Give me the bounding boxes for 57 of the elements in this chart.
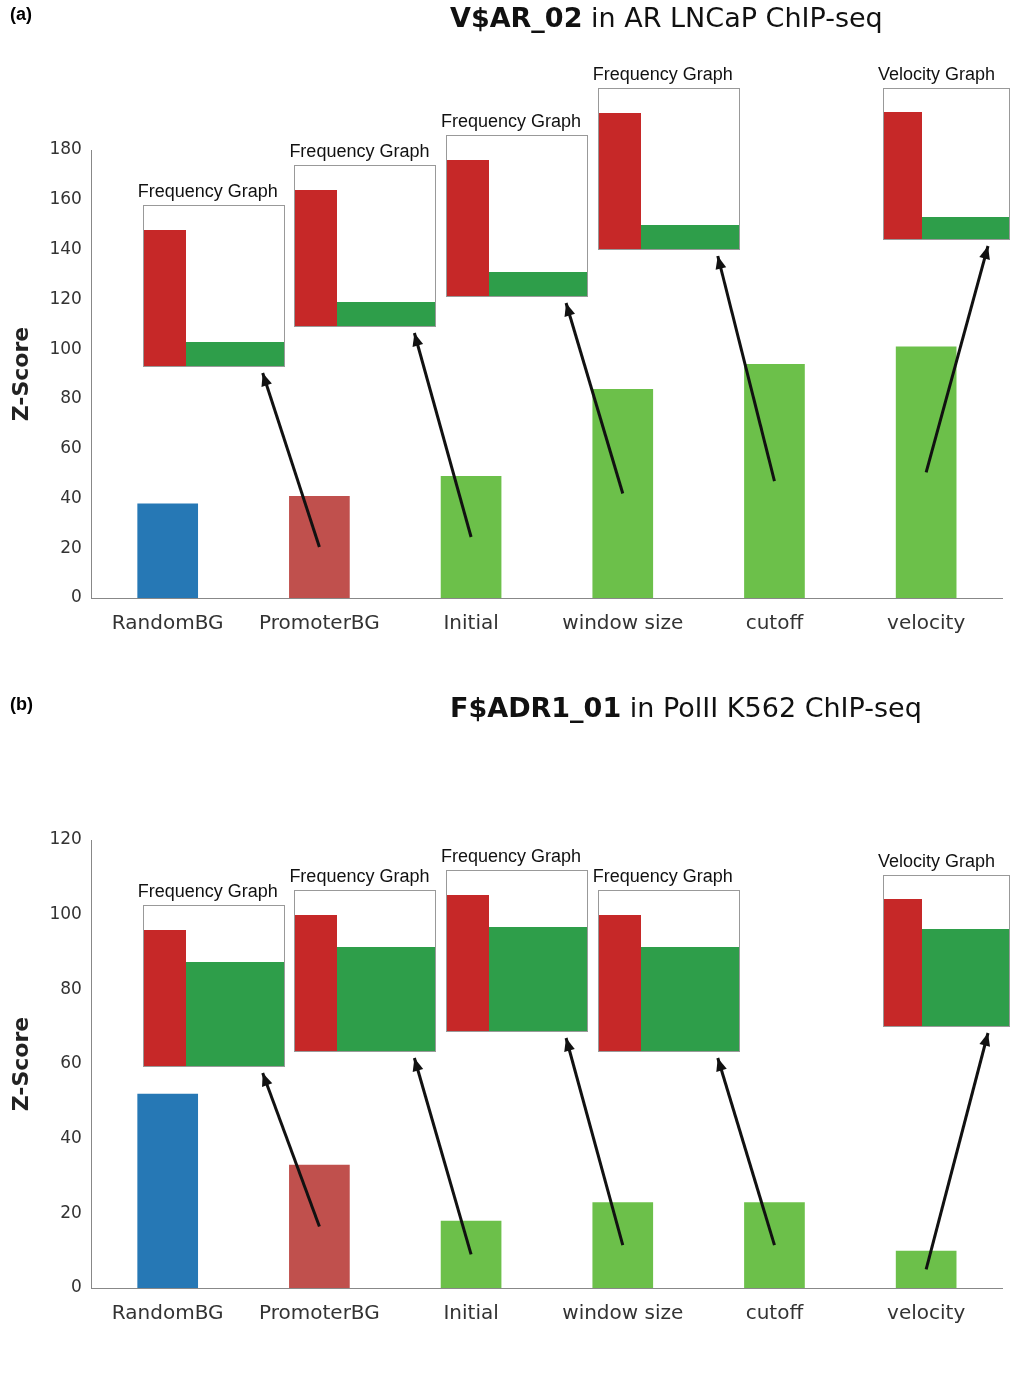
y-tick-label: 20: [60, 536, 82, 557]
y-tick-label: 80: [60, 977, 82, 998]
annotation: Frequency Graph: [289, 141, 430, 162]
y-axis-title: Z-Score: [7, 1016, 33, 1112]
annotation: Frequency Graph: [137, 881, 278, 902]
bar: [592, 1202, 654, 1288]
x-tick-label: velocity: [887, 610, 966, 635]
annotation: Frequency Graph: [441, 846, 582, 867]
x-tick-label: RandomBG: [111, 1300, 224, 1325]
chart-title: V$AR_02 in AR LNCaP ChIP-seq: [450, 2, 883, 33]
x-tick-label: cutoff: [745, 610, 805, 635]
y-tick-label: 100: [49, 903, 82, 924]
x-tick-label: RandomBG: [111, 610, 224, 635]
bar: [744, 1202, 805, 1288]
annotation: Frequency Graph: [137, 181, 278, 202]
x-tick-label: PromoterBG: [259, 610, 380, 635]
chart-title: F$ADR1_01 in PolII K562 ChIP-seq: [450, 692, 922, 723]
x-tick-label: velocity: [887, 1300, 966, 1325]
bar: [592, 388, 654, 598]
y-tick-label: 40: [60, 1127, 82, 1148]
bar: [895, 346, 957, 598]
y-tick-label: 120: [49, 287, 82, 308]
annotation: Frequency Graph: [289, 866, 430, 887]
bar: [289, 495, 350, 598]
y-tick-label: 0: [71, 586, 82, 607]
y-tick-label: 100: [49, 337, 82, 358]
chart-subtitle: (b): [10, 694, 33, 715]
y-tick-label: 80: [60, 387, 82, 408]
x-tick-label: window size: [562, 1300, 684, 1325]
text: Frequency Graph: [441, 111, 582, 132]
y-tick-label: 0: [71, 1276, 82, 1297]
bar: [137, 503, 199, 598]
text: Frequency Graph: [592, 64, 733, 85]
annotation: Frequency Graph: [592, 866, 733, 887]
y-tick-label: 20: [60, 1201, 82, 1222]
bar: [895, 1250, 957, 1288]
bar: [440, 1220, 502, 1288]
y-axis-title: Z-Score: [7, 326, 33, 422]
x-tick-label: cutoff: [745, 1300, 805, 1325]
chart-subtitle: (a): [10, 4, 32, 25]
bar: [440, 476, 502, 598]
bar: [137, 1093, 199, 1288]
bar: [744, 364, 805, 598]
text: Velocity Graph: [878, 64, 996, 85]
y-tick-label: 40: [60, 486, 82, 507]
y-tick-label: 120: [49, 828, 82, 849]
bar: [289, 1164, 350, 1288]
x-tick-label: window size: [562, 610, 684, 635]
y-tick-label: 140: [49, 237, 82, 258]
x-tick-label: PromoterBG: [259, 1300, 380, 1325]
y-tick-label: 60: [60, 437, 82, 458]
x-tick-label: Initial: [443, 1300, 499, 1325]
y-tick-label: 160: [49, 188, 82, 209]
x-tick-label: Initial: [443, 610, 499, 635]
y-tick-label: 60: [60, 1052, 82, 1073]
y-tick-label: 180: [49, 138, 82, 159]
annotation: Velocity Graph: [878, 851, 996, 872]
